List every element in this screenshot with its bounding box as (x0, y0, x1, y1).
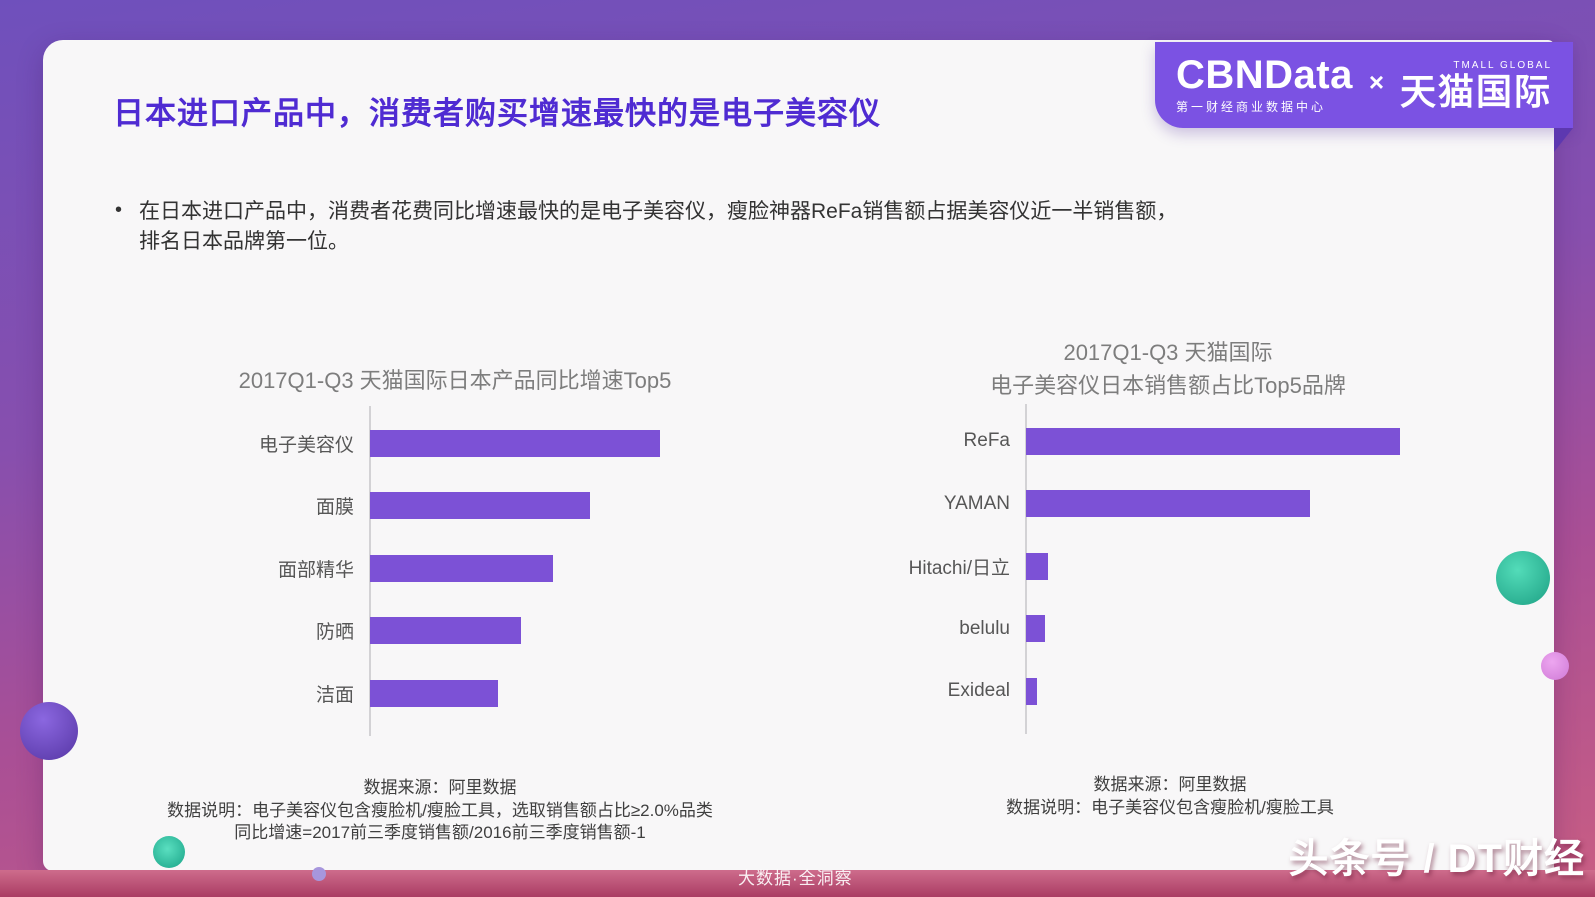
bar (370, 617, 521, 645)
bar-track (370, 679, 690, 707)
bar (370, 554, 553, 582)
tmall-global-logo: TMALL GLOBAL 天猫国际 (1400, 60, 1552, 111)
category-label: 面部精华 (277, 559, 354, 581)
bar-row: Hitachi/日立 (890, 535, 1446, 598)
decor-circle-pink (1541, 652, 1569, 680)
category-label: belulu (959, 617, 1010, 639)
footnote-line: 同比增速=2017前三季度销售额/2016前三季度销售额-1 (234, 823, 646, 842)
watermark-dt-finance: 头条号 / DT财经 (1288, 837, 1585, 881)
bar-row: 电子美容仪 (220, 412, 690, 475)
bar-row: 面部精华 (220, 537, 690, 600)
chart-brand-share-top5: 2017Q1-Q3 天猫国际电子美容仪日本销售额占比Top5品牌 ReFa YAM… (890, 336, 1446, 734)
bar (1026, 552, 1049, 580)
bottom-ribbon (0, 870, 1595, 897)
content-card (43, 40, 1554, 871)
chart-title: 2017Q1-Q3 天猫国际电子美容仪日本销售额占比Top5品牌 (890, 336, 1446, 402)
footnote-line: 数据来源：阿里数据 (1093, 775, 1247, 794)
chart-rows: ReFa YAMAN Hitachi/日立 belulu Exideal (890, 404, 1446, 734)
cbndata-subtitle: 第一财经商业数据中心 (1175, 100, 1326, 114)
decor-circle-teal (1496, 551, 1550, 605)
chart-title-line: 2017Q1-Q3 天猫国际 (1063, 340, 1273, 365)
bullet-marker: • (115, 199, 123, 221)
bar-track (1026, 490, 1446, 518)
decor-circle-purple-tiny (312, 867, 326, 881)
bar-track (1026, 427, 1446, 455)
tmall-global-wordmark: 天猫国际 (1400, 70, 1553, 112)
logo-badge: CBNData 第一财经商业数据中心 × TMALL GLOBAL 天猫国际 (1155, 42, 1573, 152)
badge-ribbon-fold (1554, 128, 1573, 152)
tmall-global-label: TMALL GLOBAL (1453, 59, 1553, 71)
decor-circle-purple (20, 702, 78, 760)
bar (1026, 490, 1311, 518)
footnote-line: 数据说明：电子美容仪包含瘦脸机/瘦脸工具，选取销售额占比≥2.0%品类 (167, 800, 713, 820)
bar-track (1026, 615, 1446, 643)
bar (370, 492, 591, 520)
bar-track (370, 492, 690, 520)
bar (1026, 615, 1045, 643)
bar-track (1026, 677, 1446, 705)
category-label: 防晒 (315, 622, 354, 644)
footnote-line: 数据来源：阿里数据 (363, 778, 517, 797)
category-label: 电子美容仪 (258, 434, 354, 456)
bar-row: 洁面 (220, 662, 690, 725)
bar-track (1026, 552, 1446, 580)
bullet-line-2: 排名日本品牌第一位。 (139, 230, 349, 253)
chart-growth-top5: 2017Q1-Q3 天猫国际日本产品同比增速Top5 电子美容仪面膜面部精华防晒… (220, 364, 690, 736)
chart-rows: 电子美容仪面膜面部精华防晒洁面 (220, 406, 690, 736)
chart-title-line: 2017Q1-Q3 天猫国际日本产品同比增速Top5 (238, 368, 672, 393)
page-title: 日本进口产品中，消费者购买增速最快的是电子美容仪 (113, 96, 881, 131)
footnotes-right: 数据来源：阿里数据 数据说明：电子美容仪包含瘦脸机/瘦脸工具 (930, 774, 1410, 819)
footnote-line: 数据说明：电子美容仪包含瘦脸机/瘦脸工具 (1006, 797, 1334, 817)
watermark-tagline: 大数据·全洞察 (738, 869, 853, 888)
bullet-line-1: 在日本进口产品中，消费者花费同比增速最快的是电子美容仪，瘦脸神器ReFa销售额占… (139, 200, 1178, 223)
multiply-icon: × (1368, 66, 1385, 97)
decor-circle-teal-small (153, 836, 185, 868)
bar-row: Exideal (890, 660, 1446, 723)
bar-track (370, 429, 690, 457)
category-label: 洁面 (315, 684, 354, 706)
category-label: Hitachi/日立 (908, 557, 1010, 579)
chart-title: 2017Q1-Q3 天猫国际日本产品同比增速Top5 (220, 364, 690, 397)
bar-row: 面膜 (220, 475, 690, 538)
bar-track (370, 617, 690, 645)
bar (370, 429, 660, 457)
footnotes-left: 数据来源：阿里数据 数据说明：电子美容仪包含瘦脸机/瘦脸工具，选取销售额占比≥2… (140, 777, 740, 845)
bar (370, 679, 498, 707)
cbndata-wordmark: CBNData (1175, 53, 1353, 97)
bar-track (370, 554, 690, 582)
category-label: 面膜 (315, 497, 354, 519)
bar-row: ReFa (890, 410, 1446, 473)
bar (1026, 677, 1038, 705)
bar-row: YAMAN (890, 473, 1446, 536)
bar-row: belulu (890, 598, 1446, 661)
category-label: YAMAN (943, 492, 1010, 514)
bar (1026, 427, 1400, 455)
cbndata-logo: CBNData 第一财经商业数据中心 (1176, 55, 1353, 115)
category-label: ReFa (963, 430, 1010, 452)
category-label: Exideal (947, 680, 1010, 702)
bar-row: 防晒 (220, 600, 690, 663)
summary-bullet: • 在日本进口产品中，消费者花费同比增速最快的是电子美容仪，瘦脸神器ReFa销售… (113, 197, 1443, 257)
chart-title-line: 电子美容仪日本销售额占比Top5品牌 (990, 373, 1346, 398)
